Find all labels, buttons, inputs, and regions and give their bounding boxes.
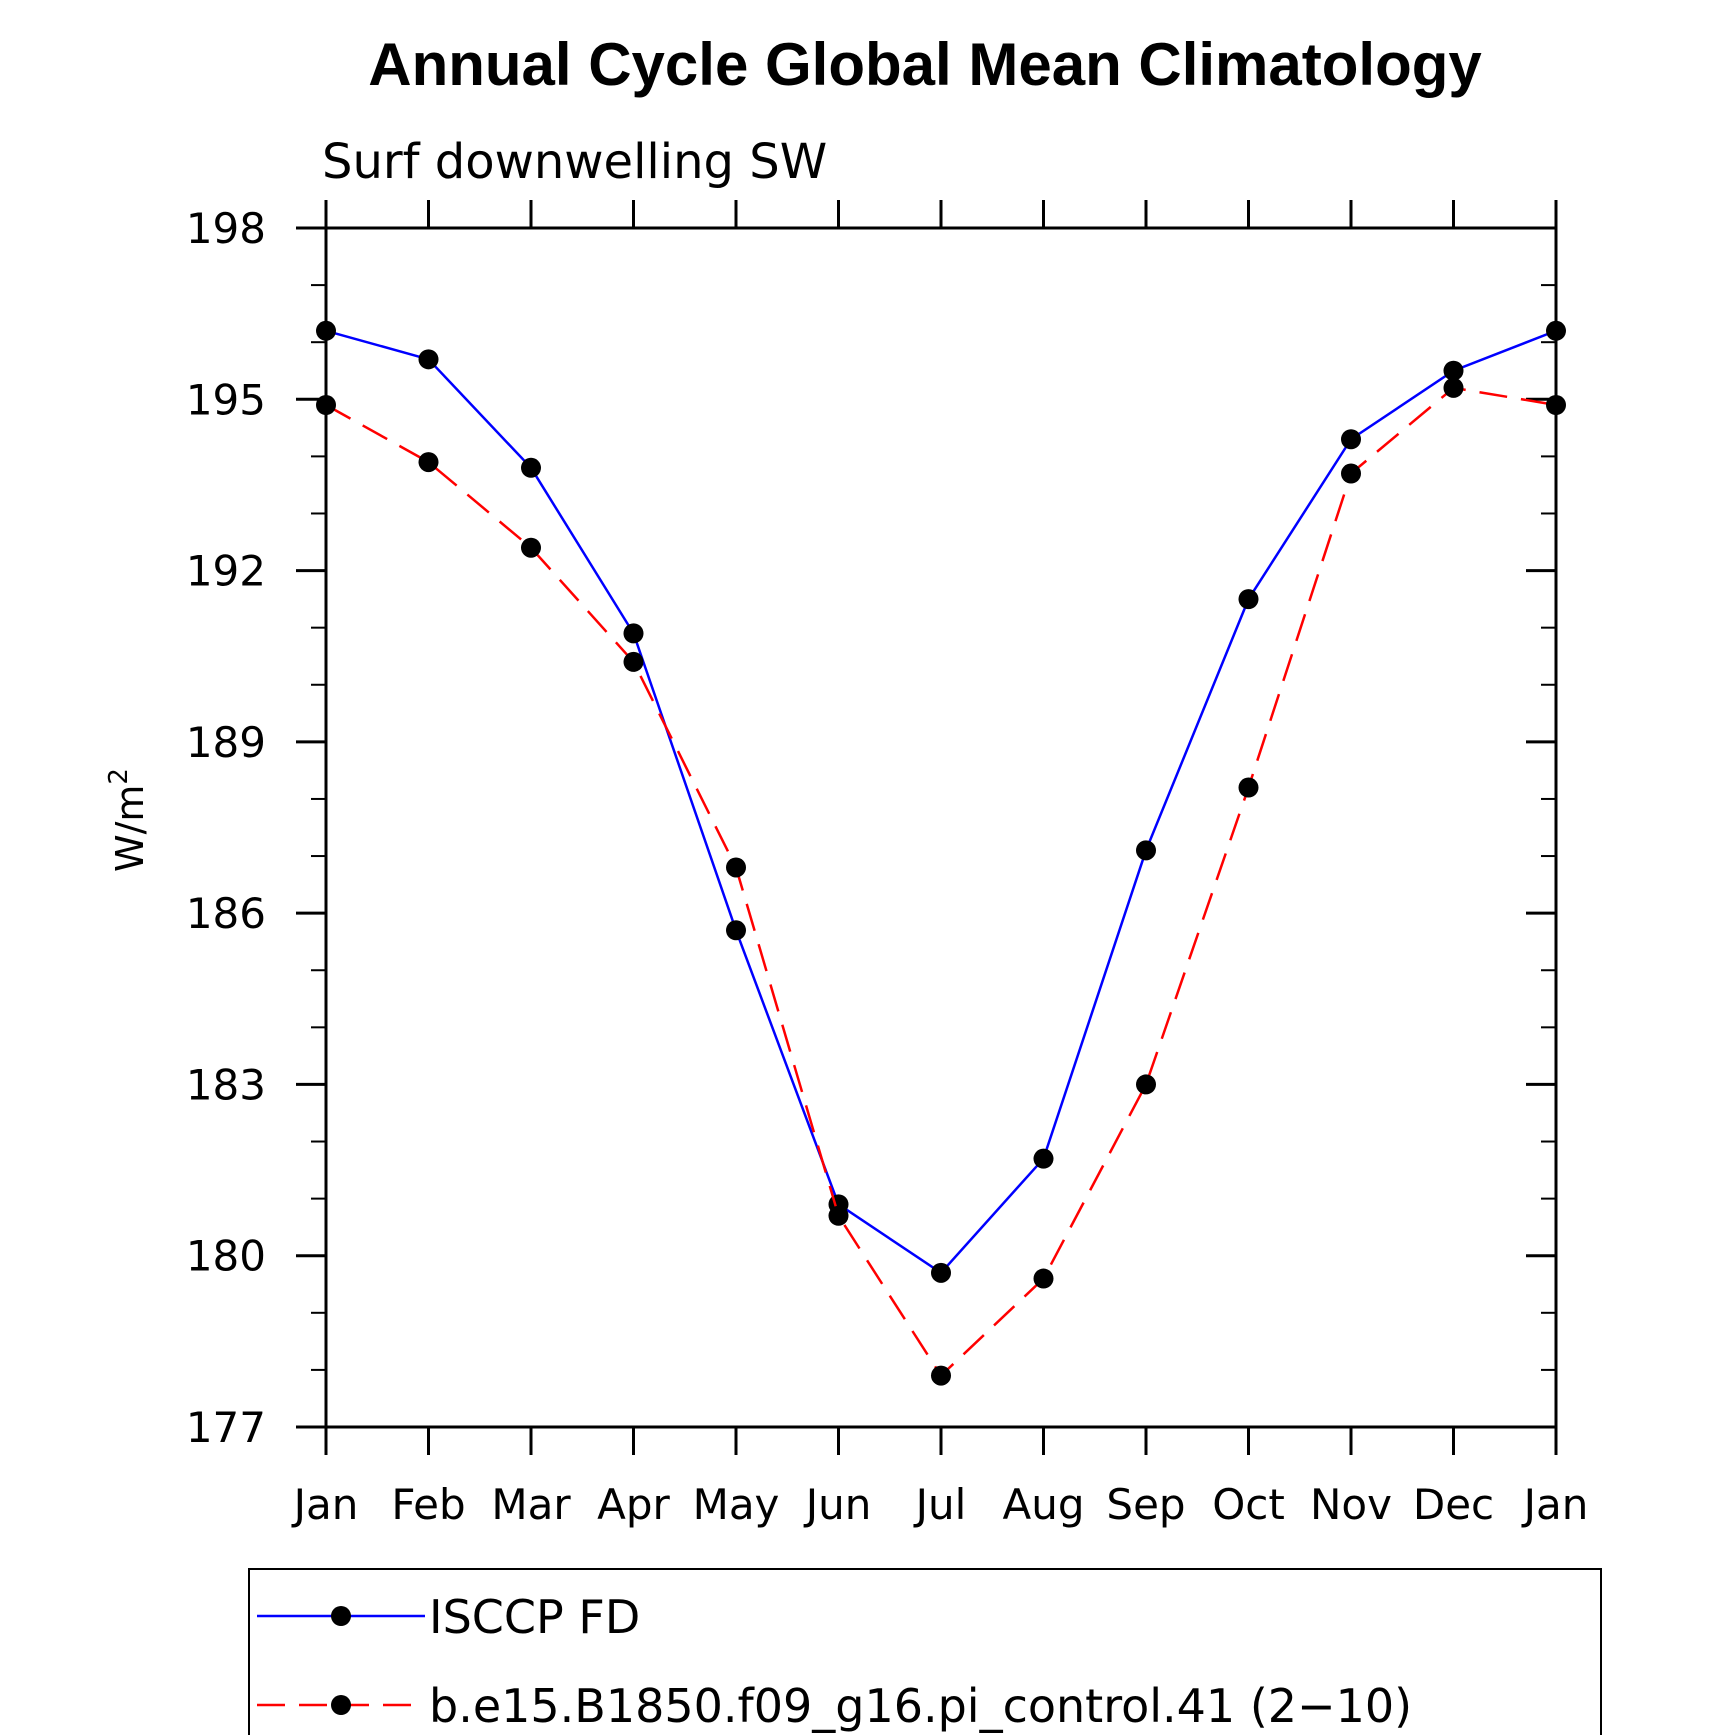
- chart-title: Annual Cycle Global Mean Climatology: [368, 31, 1482, 98]
- series-2-point: [828, 1205, 849, 1226]
- y-axis-label: W/m2: [104, 768, 152, 872]
- series-2-point: [1033, 1268, 1054, 1289]
- series-1-point: [1238, 589, 1259, 610]
- series-2-point: [1136, 1074, 1156, 1095]
- legend-marker-2: [331, 1695, 351, 1715]
- x-tick-label: Mar: [491, 1480, 571, 1529]
- series-1-point: [1443, 360, 1464, 381]
- y-tick-label: 198: [186, 204, 266, 253]
- series-2-point: [1238, 777, 1259, 798]
- x-tick-label: May: [693, 1480, 780, 1529]
- y-tick-label: 180: [186, 1232, 266, 1281]
- series-1-point: [521, 457, 541, 478]
- series-line-2: [325, 386, 1557, 1378]
- y-tick-label: 195: [186, 375, 266, 424]
- x-tick-label: Oct: [1212, 1480, 1285, 1529]
- x-tick-label: Jan: [291, 1480, 359, 1529]
- legend-box: [248, 1568, 1602, 1735]
- x-tick-label: Jan: [1521, 1480, 1589, 1529]
- x-tick-label: Aug: [1002, 1480, 1084, 1529]
- x-tick-label: Nov: [1310, 1480, 1392, 1529]
- x-tick-label: Jun: [803, 1480, 872, 1529]
- series-1-point: [726, 920, 746, 941]
- series-2-point: [316, 394, 336, 415]
- series-1-point: [316, 320, 336, 341]
- axes: Jan Feb Mar Apr May Jun Jul Aug Sep Oct Nov Dec Jan 1…: [186, 200, 1589, 1529]
- y-axis-label-base: W/m: [108, 785, 152, 872]
- series-1-point: [1136, 840, 1156, 861]
- x-tick-label: Feb: [391, 1480, 465, 1529]
- legend-marker-1: [331, 1606, 351, 1626]
- series-1-point: [1341, 429, 1361, 450]
- x-tick-label: Jul: [913, 1480, 967, 1529]
- y-axis-label-superscript: 2: [104, 768, 134, 785]
- series-1-point: [418, 349, 439, 370]
- legend: ISCCP FD b.e15.B1850.f09_g16.pi_control.4…: [248, 1568, 1602, 1735]
- x-tick-label: Dec: [1413, 1480, 1494, 1529]
- y-tick-label: 192: [186, 547, 266, 596]
- series-2-point: [1443, 377, 1464, 398]
- legend-label-2: b.e15.B1850.f09_g16.pi_control.41 (2−10): [429, 1679, 1412, 1733]
- series-2-point: [1341, 463, 1361, 484]
- series-2-point: [931, 1365, 951, 1386]
- series-1-point: [1033, 1148, 1054, 1169]
- series-2-point: [726, 857, 746, 878]
- series-2-point: [418, 452, 439, 473]
- series-2-point: [521, 537, 541, 558]
- chart-subtitle: Surf downwelling SW: [322, 134, 827, 190]
- y-tick-label: 189: [186, 718, 266, 767]
- y-tick-label: 177: [186, 1403, 266, 1452]
- x-tick-label: Apr: [597, 1480, 670, 1529]
- y-tick-label: 186: [186, 889, 266, 938]
- series-1-point: [931, 1262, 951, 1283]
- series-2-point: [623, 651, 644, 672]
- series-2-point: [1546, 394, 1566, 415]
- series-line-1: [325, 329, 1557, 1275]
- series-layer: [316, 320, 1566, 1386]
- legend-label-1: ISCCP FD: [429, 1590, 640, 1644]
- y-tick-label: 183: [186, 1060, 266, 1109]
- series-1-point: [623, 623, 644, 644]
- plot-frame: [324, 226, 1558, 1429]
- x-tick-label: Sep: [1106, 1480, 1185, 1529]
- series-1-point: [1546, 320, 1566, 341]
